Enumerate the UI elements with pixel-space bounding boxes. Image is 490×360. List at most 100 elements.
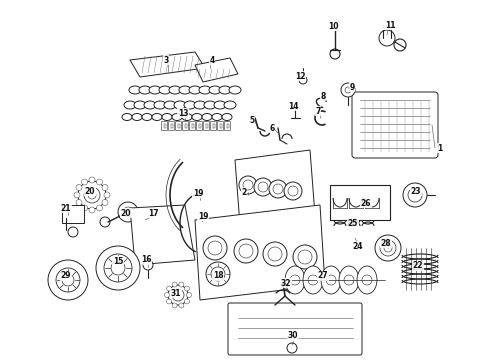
Text: 10: 10	[328, 22, 338, 31]
Ellipse shape	[204, 101, 216, 109]
Text: 30: 30	[288, 332, 298, 341]
FancyBboxPatch shape	[224, 122, 230, 131]
Text: 8: 8	[320, 91, 326, 100]
Circle shape	[208, 241, 222, 255]
Circle shape	[88, 191, 96, 199]
Circle shape	[102, 199, 108, 206]
Ellipse shape	[149, 86, 161, 94]
Circle shape	[287, 343, 297, 353]
Ellipse shape	[229, 86, 241, 94]
Text: 24: 24	[353, 242, 363, 251]
FancyBboxPatch shape	[182, 122, 189, 131]
Polygon shape	[130, 52, 205, 77]
Circle shape	[298, 250, 312, 264]
Circle shape	[269, 180, 287, 198]
Ellipse shape	[174, 101, 186, 109]
Bar	[199, 124, 201, 128]
Text: 27: 27	[318, 271, 328, 280]
Circle shape	[394, 39, 406, 51]
Bar	[185, 124, 187, 128]
Circle shape	[206, 262, 230, 286]
Ellipse shape	[179, 86, 191, 94]
Text: 6: 6	[270, 123, 274, 132]
Ellipse shape	[321, 266, 341, 294]
Ellipse shape	[129, 86, 141, 94]
Polygon shape	[235, 150, 315, 225]
FancyBboxPatch shape	[169, 122, 174, 131]
FancyBboxPatch shape	[228, 303, 362, 355]
Circle shape	[89, 207, 95, 213]
Text: 7: 7	[315, 107, 320, 116]
Text: 26: 26	[361, 198, 371, 207]
Bar	[227, 124, 229, 128]
Text: 18: 18	[213, 271, 223, 280]
Circle shape	[167, 286, 172, 291]
Circle shape	[97, 205, 102, 211]
Polygon shape	[195, 205, 325, 300]
Text: 25: 25	[348, 219, 358, 228]
Circle shape	[330, 49, 340, 59]
Circle shape	[56, 268, 80, 292]
Circle shape	[408, 188, 422, 202]
Circle shape	[48, 260, 88, 300]
Circle shape	[179, 303, 184, 308]
Ellipse shape	[194, 101, 206, 109]
Text: 13: 13	[178, 108, 188, 117]
FancyBboxPatch shape	[203, 122, 210, 131]
Text: 12: 12	[295, 72, 305, 81]
Text: 31: 31	[171, 288, 181, 297]
Ellipse shape	[212, 113, 222, 121]
Circle shape	[111, 261, 125, 275]
Circle shape	[167, 299, 172, 304]
FancyBboxPatch shape	[162, 122, 168, 131]
FancyBboxPatch shape	[218, 122, 223, 131]
Ellipse shape	[222, 113, 232, 121]
Circle shape	[62, 274, 74, 286]
Ellipse shape	[134, 101, 146, 109]
Circle shape	[100, 217, 110, 227]
Circle shape	[234, 239, 258, 263]
Ellipse shape	[162, 113, 172, 121]
Ellipse shape	[152, 113, 162, 121]
Text: 14: 14	[288, 102, 298, 111]
Text: 2: 2	[242, 188, 246, 197]
Circle shape	[168, 285, 188, 305]
Circle shape	[84, 187, 100, 203]
Polygon shape	[195, 58, 238, 82]
Circle shape	[179, 282, 184, 287]
Circle shape	[243, 180, 253, 190]
Circle shape	[258, 182, 268, 192]
Ellipse shape	[192, 113, 202, 121]
Circle shape	[268, 247, 282, 261]
FancyBboxPatch shape	[352, 92, 438, 158]
Bar	[206, 124, 208, 128]
Circle shape	[299, 76, 307, 84]
Circle shape	[293, 245, 317, 269]
Text: 17: 17	[147, 208, 158, 217]
Circle shape	[345, 87, 351, 93]
Ellipse shape	[142, 113, 152, 121]
Ellipse shape	[224, 101, 236, 109]
Ellipse shape	[172, 113, 182, 121]
Bar	[62, 205, 84, 223]
Circle shape	[254, 178, 272, 196]
Circle shape	[239, 176, 257, 194]
Ellipse shape	[184, 101, 196, 109]
Circle shape	[341, 83, 355, 97]
Bar	[330, 185, 390, 220]
Circle shape	[165, 292, 170, 297]
Ellipse shape	[209, 86, 221, 94]
Text: 20: 20	[85, 186, 95, 195]
Text: 21: 21	[61, 203, 71, 212]
Circle shape	[172, 303, 177, 308]
Circle shape	[104, 192, 110, 198]
Circle shape	[97, 179, 102, 185]
Bar	[220, 124, 222, 128]
Ellipse shape	[339, 266, 359, 294]
Text: 19: 19	[193, 189, 203, 198]
Circle shape	[380, 240, 396, 256]
Ellipse shape	[159, 86, 171, 94]
Circle shape	[118, 202, 138, 222]
Circle shape	[379, 30, 395, 46]
Circle shape	[384, 244, 392, 252]
